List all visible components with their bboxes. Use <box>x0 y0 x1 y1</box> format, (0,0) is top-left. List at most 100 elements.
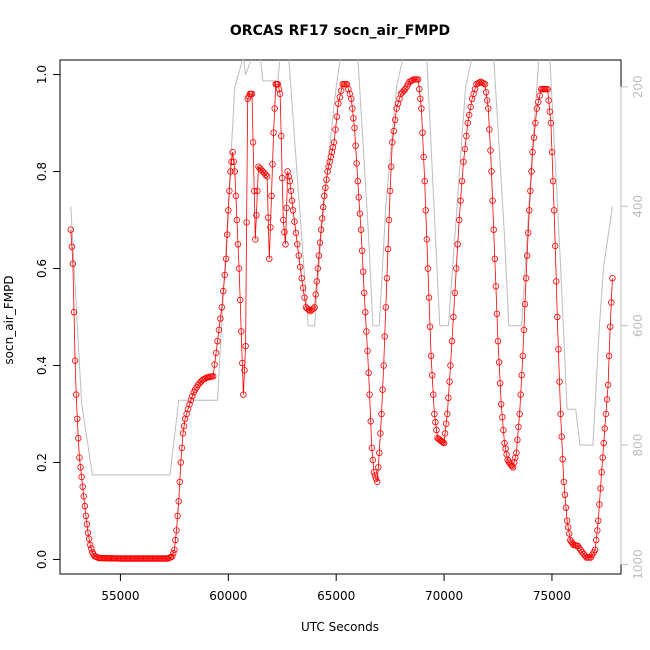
data-point <box>271 105 278 112</box>
data-point <box>379 386 386 393</box>
data-point <box>301 294 308 301</box>
data-point <box>554 313 561 321</box>
data-point <box>447 362 454 369</box>
y-axis-label: socn_air_FMPD <box>2 275 16 364</box>
data-point <box>220 287 227 295</box>
data-point <box>372 475 380 482</box>
data-point <box>591 546 599 553</box>
data-point <box>466 111 473 119</box>
data-point <box>453 265 460 272</box>
data-point <box>380 362 387 369</box>
data-point <box>362 309 369 316</box>
data-point <box>356 210 364 217</box>
right-tick-label: 200 <box>631 75 645 98</box>
fmpd-series-points <box>67 76 616 562</box>
data-point <box>218 304 225 311</box>
data-point <box>392 116 399 123</box>
data-point <box>299 284 307 292</box>
data-point <box>530 134 538 141</box>
data-point <box>467 103 474 111</box>
data-point <box>493 310 501 317</box>
x-tick-label: 75000 <box>533 589 571 603</box>
data-point <box>484 97 491 104</box>
data-point <box>234 241 242 248</box>
data-point <box>265 214 272 221</box>
x-axis-label: UTC Seconds <box>301 620 379 634</box>
data-point <box>374 478 381 486</box>
data-point <box>601 425 608 432</box>
data-point <box>517 391 524 398</box>
data-point <box>84 529 92 536</box>
data-point <box>470 90 477 98</box>
data-point <box>233 216 241 224</box>
data-point <box>490 226 497 233</box>
data-point <box>378 410 385 418</box>
data-point <box>562 504 570 511</box>
data-point <box>311 304 318 311</box>
x-tick-label: 70000 <box>425 589 463 603</box>
data-point <box>511 459 518 466</box>
data-point <box>605 352 613 359</box>
data-point <box>82 512 90 519</box>
data-point <box>279 174 286 182</box>
data-point <box>440 439 448 447</box>
data-point <box>488 168 495 175</box>
data-point <box>217 315 224 322</box>
data-point <box>174 512 181 519</box>
data-point <box>274 80 282 88</box>
data-point <box>281 228 288 236</box>
data-point <box>351 124 358 132</box>
data-point <box>394 100 402 107</box>
data-point <box>547 119 555 127</box>
data-point <box>333 113 341 120</box>
x-tick-label: 60000 <box>209 589 247 603</box>
right-tick-label: 400 <box>631 195 645 218</box>
data-point <box>77 464 84 471</box>
data-point <box>595 517 602 524</box>
data-point <box>463 132 470 140</box>
data-point <box>69 260 77 267</box>
data-point <box>223 231 231 238</box>
data-point <box>566 530 573 537</box>
data-point <box>508 462 516 470</box>
data-point <box>369 456 377 464</box>
data-point <box>282 241 289 248</box>
data-point <box>242 342 249 350</box>
data-point <box>266 255 273 262</box>
data-point <box>451 289 459 296</box>
data-point <box>460 158 467 165</box>
data-point <box>270 129 277 136</box>
data-point <box>221 271 228 279</box>
data-point <box>492 283 500 290</box>
data-point <box>546 108 553 115</box>
data-point <box>267 224 274 231</box>
data-point <box>550 207 558 214</box>
data-point <box>556 378 563 385</box>
data-point <box>276 90 284 98</box>
data-point <box>607 323 614 330</box>
data-point <box>292 229 300 237</box>
data-point <box>594 527 601 534</box>
data-point <box>325 163 332 170</box>
data-point <box>427 352 435 359</box>
data-point <box>358 247 366 254</box>
data-point <box>389 139 396 146</box>
data-point <box>349 105 356 112</box>
data-point <box>491 255 498 262</box>
y-axis: 0.0 0.2 0.4 0.6 0.8 1.0 <box>35 65 61 569</box>
data-point <box>514 436 521 443</box>
y-tick-label: 0.2 <box>35 453 49 472</box>
x-tick-label: 55000 <box>101 589 139 603</box>
data-point <box>354 177 361 185</box>
chart-title: ORCAS RF17 socn_air_FMPD <box>230 23 450 39</box>
data-point <box>67 226 74 233</box>
data-point <box>516 410 523 418</box>
data-point <box>324 168 331 175</box>
y-tick-label: 1.0 <box>35 65 49 84</box>
data-point <box>297 263 304 271</box>
data-point <box>599 454 606 461</box>
data-point <box>498 401 505 408</box>
data-point <box>283 204 290 212</box>
data-point <box>533 105 540 112</box>
data-point <box>368 444 375 452</box>
